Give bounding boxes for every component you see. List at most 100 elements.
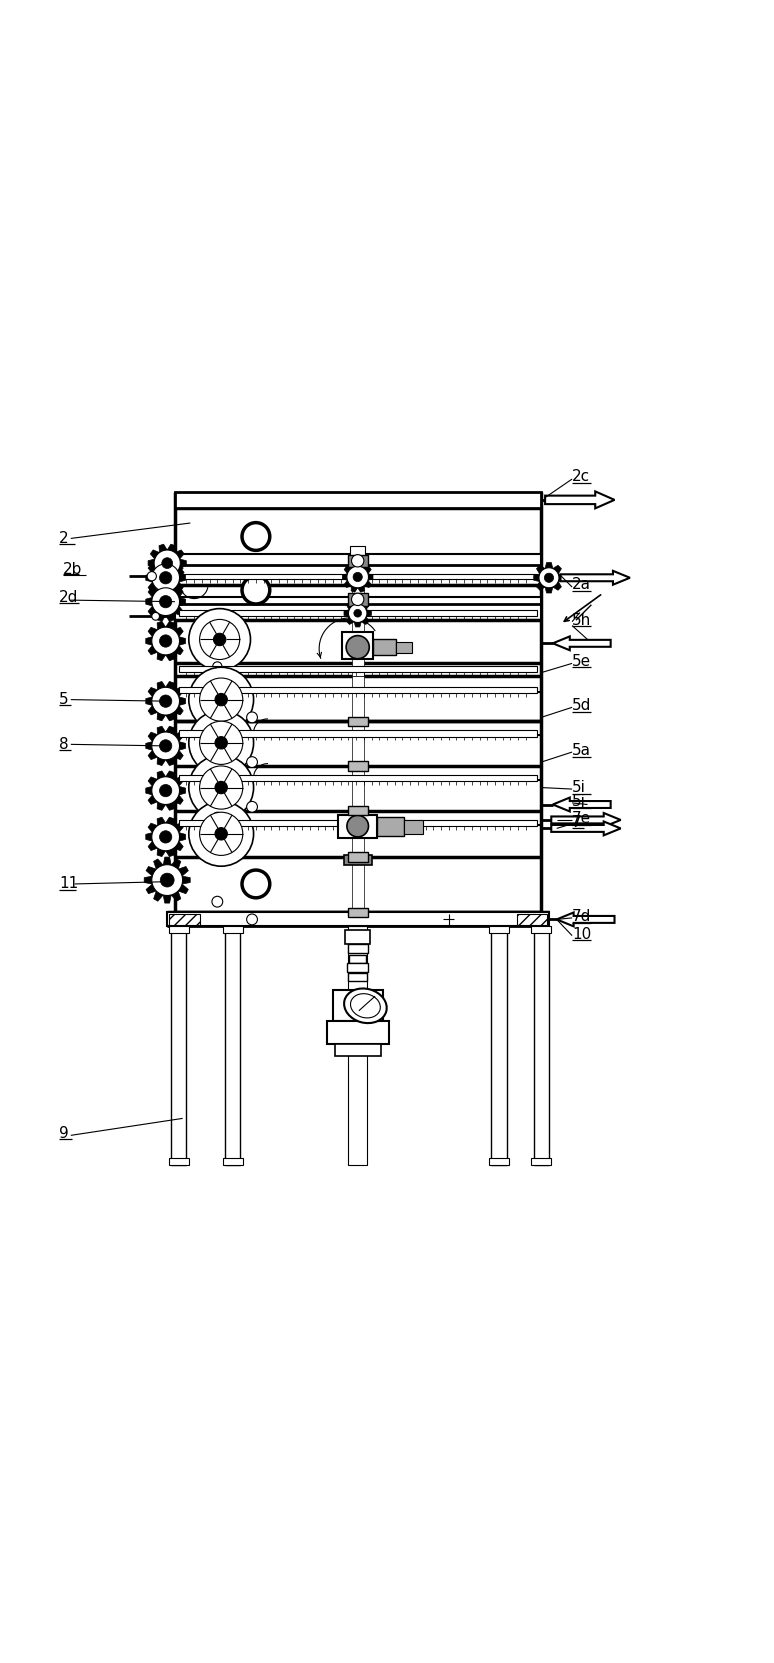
Polygon shape bbox=[157, 757, 166, 765]
Polygon shape bbox=[148, 750, 157, 760]
Bar bbox=[348, 853, 368, 861]
Polygon shape bbox=[166, 772, 174, 780]
Circle shape bbox=[159, 695, 172, 707]
Polygon shape bbox=[148, 777, 157, 787]
Text: 2d: 2d bbox=[60, 590, 79, 605]
Polygon shape bbox=[179, 597, 186, 605]
Bar bbox=[338, 815, 377, 838]
Bar bbox=[373, 640, 396, 655]
Bar bbox=[348, 762, 368, 770]
Polygon shape bbox=[178, 885, 188, 893]
Polygon shape bbox=[361, 602, 369, 610]
Text: 5h: 5h bbox=[572, 612, 591, 627]
Polygon shape bbox=[166, 848, 174, 856]
Bar bbox=[333, 991, 383, 1021]
Bar bbox=[179, 687, 537, 693]
Bar bbox=[344, 855, 372, 865]
Circle shape bbox=[213, 768, 222, 777]
Circle shape bbox=[200, 812, 243, 855]
Circle shape bbox=[215, 737, 228, 748]
Ellipse shape bbox=[351, 994, 380, 1018]
Circle shape bbox=[247, 712, 258, 723]
Circle shape bbox=[152, 612, 159, 620]
Polygon shape bbox=[366, 610, 372, 617]
Circle shape bbox=[159, 595, 172, 609]
Polygon shape bbox=[163, 856, 171, 865]
Circle shape bbox=[213, 812, 222, 822]
Polygon shape bbox=[358, 585, 365, 592]
Bar bbox=[179, 730, 537, 737]
Polygon shape bbox=[150, 550, 159, 559]
Circle shape bbox=[214, 634, 226, 645]
Bar bbox=[348, 717, 368, 725]
Bar bbox=[348, 807, 368, 815]
Text: 2c: 2c bbox=[572, 469, 591, 484]
Bar bbox=[171, 926, 187, 1164]
Polygon shape bbox=[157, 727, 166, 735]
Bar bbox=[348, 908, 368, 916]
Polygon shape bbox=[361, 617, 369, 625]
Polygon shape bbox=[166, 757, 174, 765]
Polygon shape bbox=[174, 750, 183, 760]
Polygon shape bbox=[148, 605, 157, 615]
Polygon shape bbox=[166, 817, 174, 825]
Circle shape bbox=[544, 574, 553, 582]
Circle shape bbox=[189, 609, 251, 670]
Bar bbox=[351, 677, 364, 722]
Polygon shape bbox=[148, 732, 157, 742]
Bar bbox=[179, 610, 537, 615]
Text: 5a: 5a bbox=[572, 743, 591, 758]
Bar bbox=[167, 913, 549, 926]
Bar bbox=[404, 820, 423, 833]
Polygon shape bbox=[148, 559, 155, 567]
Polygon shape bbox=[166, 727, 174, 735]
Bar bbox=[175, 554, 541, 585]
Polygon shape bbox=[551, 813, 621, 827]
Polygon shape bbox=[166, 622, 174, 630]
Bar bbox=[348, 594, 368, 605]
Bar bbox=[169, 915, 200, 925]
Circle shape bbox=[189, 667, 254, 732]
Polygon shape bbox=[157, 772, 166, 780]
Bar bbox=[351, 810, 364, 856]
Polygon shape bbox=[351, 585, 358, 592]
Bar bbox=[348, 973, 367, 981]
Polygon shape bbox=[148, 589, 157, 597]
Circle shape bbox=[152, 732, 180, 760]
Polygon shape bbox=[166, 682, 174, 690]
Polygon shape bbox=[148, 645, 157, 655]
Polygon shape bbox=[146, 885, 156, 893]
Polygon shape bbox=[174, 841, 183, 851]
Circle shape bbox=[347, 815, 368, 836]
Polygon shape bbox=[153, 891, 163, 901]
Polygon shape bbox=[166, 582, 174, 590]
Polygon shape bbox=[157, 817, 166, 825]
Polygon shape bbox=[174, 777, 183, 787]
Polygon shape bbox=[179, 742, 186, 750]
Polygon shape bbox=[167, 544, 176, 552]
Polygon shape bbox=[146, 597, 152, 605]
Bar bbox=[489, 926, 509, 933]
Bar bbox=[351, 620, 364, 632]
Bar bbox=[347, 963, 368, 971]
Bar bbox=[489, 1159, 509, 1164]
Polygon shape bbox=[536, 582, 545, 590]
Polygon shape bbox=[166, 614, 174, 622]
Circle shape bbox=[152, 627, 180, 655]
Circle shape bbox=[159, 635, 172, 647]
Polygon shape bbox=[553, 798, 611, 812]
Polygon shape bbox=[157, 652, 166, 660]
Text: 7e: 7e bbox=[572, 812, 591, 827]
Polygon shape bbox=[157, 682, 166, 690]
Polygon shape bbox=[180, 559, 187, 567]
Polygon shape bbox=[174, 823, 183, 833]
Ellipse shape bbox=[344, 988, 387, 1023]
Circle shape bbox=[160, 873, 174, 886]
Circle shape bbox=[162, 557, 173, 569]
Bar bbox=[345, 930, 370, 945]
Polygon shape bbox=[146, 787, 152, 795]
Polygon shape bbox=[174, 605, 183, 615]
Circle shape bbox=[347, 565, 368, 587]
Polygon shape bbox=[175, 567, 184, 577]
Polygon shape bbox=[163, 895, 171, 903]
